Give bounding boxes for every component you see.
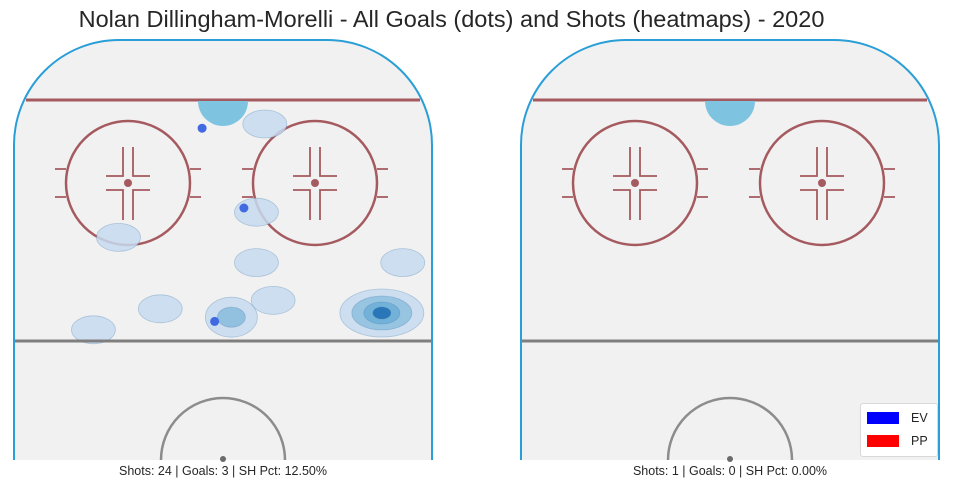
shot-density-contour xyxy=(137,294,183,324)
ice-surface xyxy=(521,40,939,460)
faceoff-ring xyxy=(251,119,379,247)
faceoff-l-marks xyxy=(293,147,337,220)
faceoff-l-marks xyxy=(106,147,150,220)
rink-panel-right xyxy=(520,39,940,462)
panel-right-caption: Shots: 1 | Goals: 0 | SH Pct: 0.00% xyxy=(632,464,828,478)
center-dot xyxy=(220,456,226,462)
shot-density-contour xyxy=(250,285,296,315)
faceoff-ring xyxy=(758,119,886,247)
legend-item-pp: PP xyxy=(867,433,928,449)
goal-crease xyxy=(705,101,755,126)
center-dot xyxy=(727,456,733,462)
chart-title: Nolan Dillingham-Morelli - All Goals (do… xyxy=(78,6,825,32)
shot-density-contour xyxy=(372,306,392,320)
shot-density-contour xyxy=(216,306,246,328)
ice-surface xyxy=(14,40,432,460)
rink-boards xyxy=(13,39,433,460)
faceoff-circle-right xyxy=(749,119,895,247)
shot-density-contour xyxy=(242,109,288,139)
center-circle xyxy=(666,396,794,461)
faceoff-dot xyxy=(818,179,826,187)
goal-dot xyxy=(197,123,207,133)
legend-item-ev: EV xyxy=(867,410,928,426)
legend-swatch-pp xyxy=(867,435,899,447)
faceoff-dot xyxy=(311,179,319,187)
faceoff-hash-marks xyxy=(562,168,708,198)
shot-density-contour xyxy=(96,222,141,252)
shot-density-contour xyxy=(71,315,116,345)
shot-density-contour xyxy=(380,248,426,278)
legend-label-ev: EV xyxy=(911,411,928,425)
faceoff-l-marks xyxy=(613,147,657,220)
panel-left-caption: Shots: 24 | Goals: 3 | SH Pct: 12.50% xyxy=(119,464,327,478)
faceoff-l-marks xyxy=(800,147,844,220)
faceoff-dot xyxy=(631,179,639,187)
goal-crease xyxy=(198,101,248,126)
faceoff-hash-marks xyxy=(242,168,388,198)
faceoff-circle-right xyxy=(242,119,388,247)
rink-boards xyxy=(520,39,940,460)
faceoff-hash-marks xyxy=(749,168,895,198)
shot-density-contour xyxy=(234,248,279,278)
goal-dot xyxy=(239,203,249,213)
shot-density-contour xyxy=(234,197,279,227)
center-circle xyxy=(159,396,287,461)
legend-label-pp: PP xyxy=(911,434,928,448)
goal-dot xyxy=(210,316,220,326)
shot-heatmap xyxy=(71,109,426,345)
legend: EV PP xyxy=(860,403,938,457)
rink-panel-left xyxy=(13,39,433,462)
faceoff-circle-left xyxy=(562,119,708,247)
faceoff-dot xyxy=(124,179,132,187)
faceoff-hash-marks xyxy=(55,168,201,198)
legend-swatch-ev xyxy=(867,412,899,424)
faceoff-ring xyxy=(571,119,699,247)
